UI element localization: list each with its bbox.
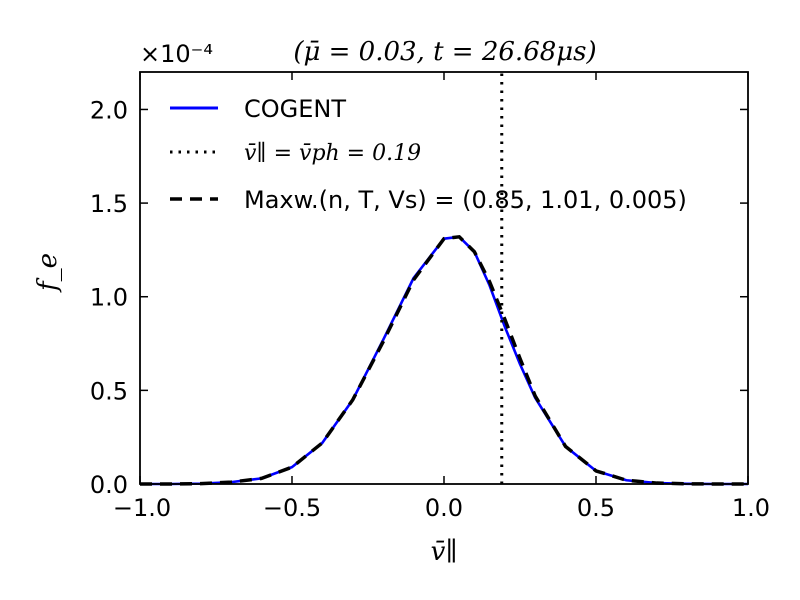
series-line-0 xyxy=(140,235,748,486)
series-layer xyxy=(140,72,748,486)
x-axis-label: v̄∥ xyxy=(431,537,458,567)
y-tick-label-3: 1.5 xyxy=(90,190,128,218)
y-axis-label: f_e xyxy=(33,253,63,293)
y-tick-label-4: 2.0 xyxy=(90,96,128,124)
ticks-layer: −1.0 −0.5 0.0 0.5 1.0 0.0 0.5 1.0 1.5 2.0 xyxy=(90,72,770,522)
y-tick-label-2: 1.0 xyxy=(90,284,128,312)
y-tick-label-0: 0.0 xyxy=(90,471,128,499)
x-tick-label-2: 0.0 xyxy=(425,494,463,522)
x-tick-label-4: 1.0 xyxy=(732,494,770,522)
legend: COGENT v̄∥ = v̄ph = 0.19 Maxw.(n, T, Vs)… xyxy=(170,95,687,214)
x-tick-label-3: 0.5 xyxy=(577,494,615,522)
x-tick-label-0: −1.0 xyxy=(113,494,171,522)
y-scale-label: ×10⁻⁴ xyxy=(140,40,213,68)
x-tick-label-1: −0.5 xyxy=(263,494,321,522)
chart-title: (μ̄ = 0.03, t = 26.68μs) xyxy=(293,37,596,67)
legend-label-phase-velocity: v̄∥ = v̄ph = 0.19 xyxy=(244,141,421,166)
y-tick-label-1: 0.5 xyxy=(90,377,128,405)
legend-label-cogent: COGENT xyxy=(244,95,346,123)
legend-label-maxwellian: Maxw.(n, T, Vs) = (0.85, 1.01, 0.005) xyxy=(244,186,687,214)
